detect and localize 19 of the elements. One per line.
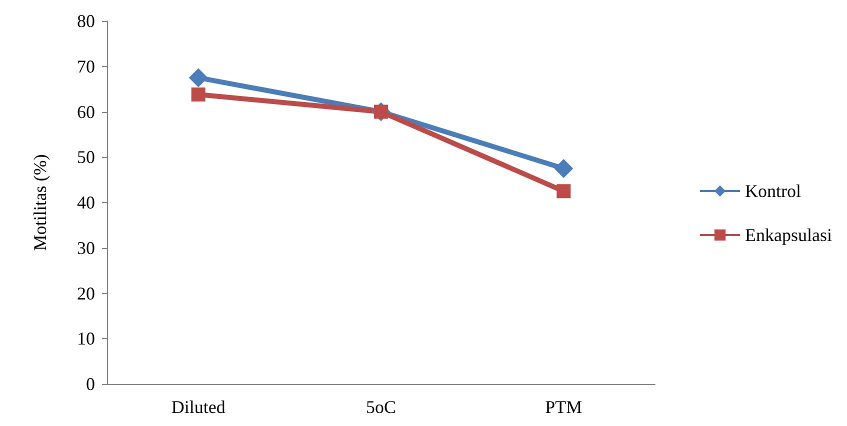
y-tick-label: 50: [77, 147, 95, 168]
x-tick-label: Diluted: [171, 397, 226, 417]
y-tick-label: 30: [77, 238, 95, 258]
y-tick-label: 80: [77, 11, 95, 31]
point: [554, 158, 574, 178]
y-tick-label: 70: [77, 56, 95, 76]
y-tick-label: 60: [77, 102, 95, 122]
y-tick-label: 10: [77, 328, 95, 349]
point: [556, 184, 571, 198]
x-tick-label: PTM: [545, 397, 582, 417]
point: [188, 68, 208, 88]
y-axis-title: Motilitas (%): [30, 154, 50, 251]
x-tick-label: 5oC: [366, 397, 396, 417]
point: [191, 88, 206, 102]
legend-label: Enkapsulasi: [745, 225, 832, 245]
y-tick-label: 40: [77, 192, 95, 212]
y-tick-label: 20: [77, 283, 95, 304]
y-tick-label: 0: [86, 374, 95, 394]
legend-label: Kontrol: [745, 181, 802, 201]
